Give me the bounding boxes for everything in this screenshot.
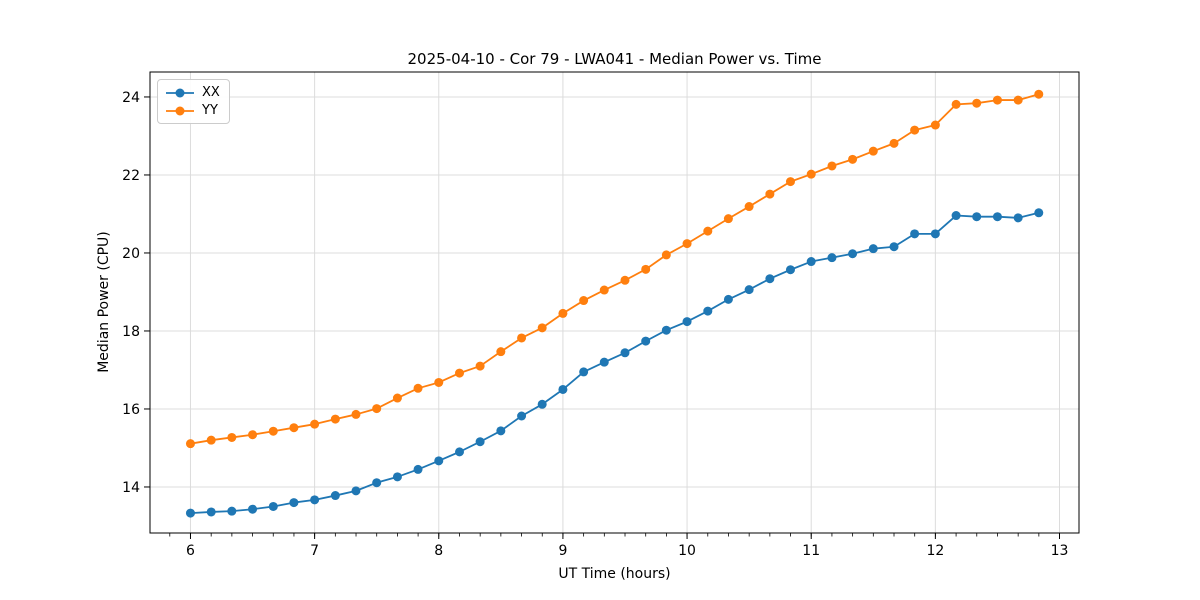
svg-text:10: 10 <box>678 543 696 559</box>
legend-label-xx: XX <box>202 85 220 100</box>
svg-text:18: 18 <box>122 324 140 340</box>
svg-text:7: 7 <box>310 543 319 559</box>
chart-title: 2025-04-10 - Cor 79 - LWA041 - Median Po… <box>407 50 822 68</box>
svg-text:8: 8 <box>434 543 443 559</box>
svg-text:20: 20 <box>122 246 140 262</box>
svg-text:9: 9 <box>558 543 567 559</box>
legend-line-marker-xx-icon <box>166 88 194 97</box>
svg-text:14: 14 <box>122 480 140 496</box>
svg-text:6: 6 <box>186 543 195 559</box>
x-axis-ticks: 6 7 8 9 10 11 12 13 <box>186 533 1068 559</box>
legend: XX YY <box>157 79 230 124</box>
svg-text:11: 11 <box>802 543 820 559</box>
svg-text:12: 12 <box>926 543 944 559</box>
legend-item-yy: YY <box>165 103 220 118</box>
x-axis-minor-ticks <box>169 533 1060 537</box>
legend-line-marker-yy-icon <box>166 106 194 115</box>
y-axis-ticks: 14 16 18 20 22 24 <box>122 90 150 496</box>
gridlines <box>150 72 1079 533</box>
svg-text:16: 16 <box>122 402 140 418</box>
svg-text:24: 24 <box>122 90 140 106</box>
svg-text:22: 22 <box>122 168 140 184</box>
svg-text:13: 13 <box>1051 543 1069 559</box>
series-yy <box>185 89 1044 449</box>
axes-frame <box>149 71 1080 534</box>
series-xx <box>185 208 1044 518</box>
legend-item-xx: XX <box>165 85 220 100</box>
x-axis-label: UT Time (hours) <box>558 566 671 582</box>
y-axis-label: Median Power (CPU) <box>96 231 112 373</box>
legend-label-yy: YY <box>202 103 218 118</box>
